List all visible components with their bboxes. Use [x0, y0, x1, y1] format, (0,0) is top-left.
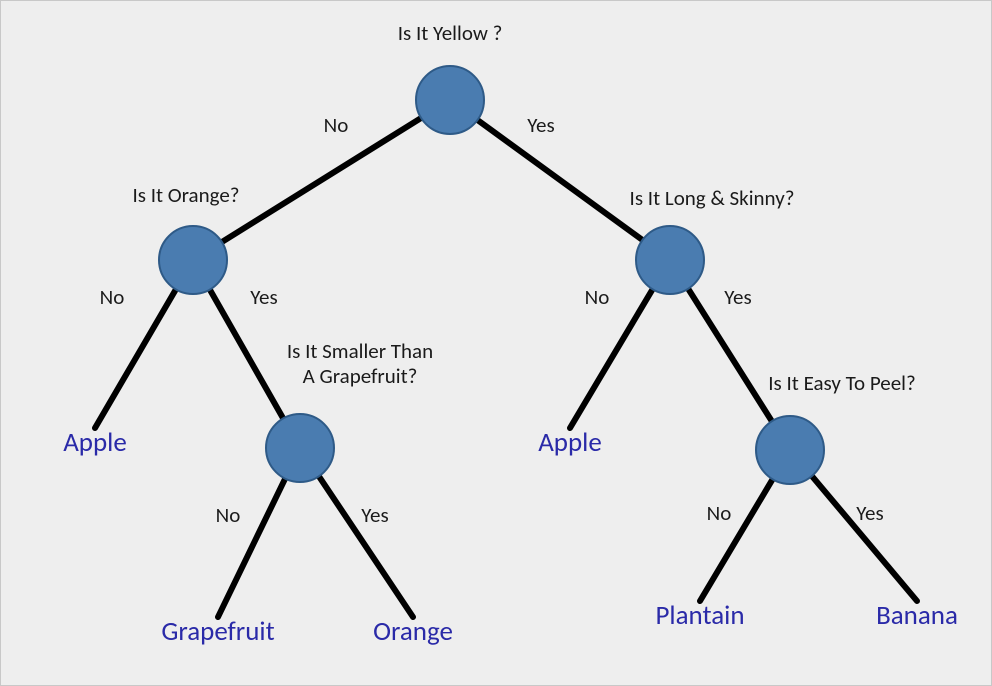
- leaf-label: Grapefruit: [161, 615, 274, 648]
- decision-node: [416, 66, 484, 134]
- edge-label: No: [216, 502, 241, 528]
- leaf-label: Orange: [373, 615, 453, 648]
- question-label: Is It Long & Skinny?: [630, 185, 795, 211]
- question-label: Is It Easy To Peel?: [768, 370, 915, 396]
- edge-label: Yes: [856, 500, 883, 526]
- edge-label: No: [585, 284, 610, 310]
- edge-label: No: [324, 112, 349, 138]
- question-label: Is It Orange?: [132, 182, 239, 208]
- decision-node: [266, 414, 334, 482]
- edge-label: Yes: [361, 502, 388, 528]
- decision-node: [756, 416, 824, 484]
- decision-tree-diagram: Is It Yellow ? Is It Orange? Is It Long & …: [0, 0, 992, 686]
- diagram-background: [0, 0, 992, 686]
- edge-label: Yes: [527, 112, 554, 138]
- leaf-label: Plantain: [655, 599, 744, 632]
- leaf-label: Apple: [63, 426, 127, 459]
- edge-label: Yes: [250, 284, 277, 310]
- leaf-label: Banana: [876, 599, 958, 632]
- question-label: A Grapefruit?: [303, 363, 418, 389]
- question-label: Is It Smaller Than: [287, 338, 433, 364]
- question-label: Is It Yellow ?: [398, 20, 503, 46]
- edge-label: No: [707, 500, 732, 526]
- edge-label: Yes: [724, 284, 751, 310]
- decision-node: [636, 226, 704, 294]
- leaf-label: Apple: [538, 426, 602, 459]
- edge-label: No: [100, 284, 125, 310]
- decision-node: [159, 226, 227, 294]
